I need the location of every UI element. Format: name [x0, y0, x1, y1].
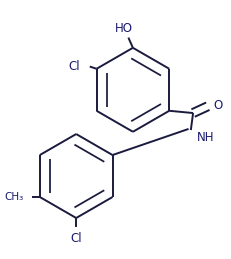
Text: Cl: Cl	[70, 232, 82, 244]
Text: CH₃: CH₃	[5, 192, 24, 202]
Text: HO: HO	[115, 22, 133, 35]
Text: NH: NH	[197, 131, 214, 144]
Text: O: O	[213, 99, 223, 112]
Text: Cl: Cl	[68, 60, 79, 73]
